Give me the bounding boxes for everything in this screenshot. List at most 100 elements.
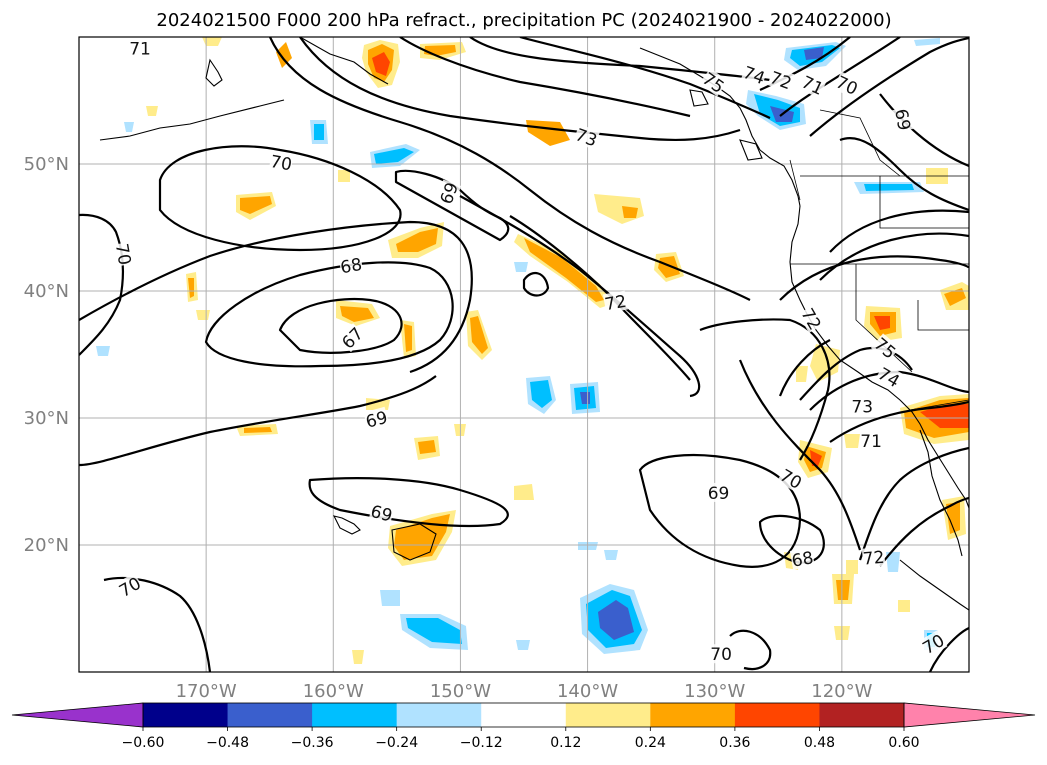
precip-patch: [658, 256, 680, 278]
contour-70-line: [738, 359, 862, 551]
precip-patch: [314, 124, 324, 140]
canada-border: [819, 109, 901, 177]
contour-label-text: 70: [710, 645, 732, 665]
contour-72-line: [268, 37, 751, 301]
canada-coast: [759, 149, 801, 207]
contour-71-line: [809, 37, 969, 137]
precip-patch: [598, 600, 634, 640]
colorbar-swatch: [481, 703, 567, 727]
contour-70-line: [729, 629, 772, 671]
contour-75-line: [469, 37, 771, 82]
colorbar-tick-label: 0.12: [550, 735, 581, 751]
contour-label-bg: [789, 547, 815, 570]
contour-label-bg: [776, 464, 806, 493]
precip-patch: [514, 262, 528, 272]
coastlines: [99, 37, 969, 611]
precip-patch: [530, 380, 552, 408]
contour-label-bg: [268, 150, 294, 174]
map-gridlines: [79, 37, 969, 672]
colorbar-extend-low: [11, 702, 144, 728]
contour-label: 70: [268, 150, 294, 175]
precip-patch: [516, 640, 530, 650]
map-frame: [78, 36, 970, 673]
contour-76-line: [519, 37, 771, 120]
precip-patch: [796, 366, 808, 382]
vancouver-island: [739, 139, 763, 161]
precip-patch: [470, 316, 488, 354]
longitude-label: 150°W: [430, 681, 491, 702]
contour-label-bg: [710, 644, 733, 664]
precip-patch: [124, 122, 134, 132]
contour-label: 69: [890, 106, 915, 132]
precip-patch: [944, 288, 966, 306]
contour-label-text: 73: [851, 398, 873, 418]
contour-label-text: 69: [708, 484, 730, 504]
colorbar-tick-label: 0.24: [635, 735, 666, 751]
contour-label-bg: [572, 124, 601, 150]
contour-label-bg: [337, 323, 367, 353]
contour-73-line: [299, 37, 741, 141]
baja-coast: [919, 429, 963, 557]
longitude-label: 160°W: [303, 681, 364, 702]
precip-patch: [836, 580, 850, 600]
contour-label-text: 71: [860, 432, 882, 452]
precip-patch: [380, 590, 400, 606]
colorbar-tick-label: 0.48: [804, 735, 835, 751]
alaska-coast: [205, 58, 223, 87]
contour-69-line: [879, 93, 969, 168]
contour-73-line: [809, 370, 969, 411]
precip-patch: [196, 310, 210, 320]
precip-patch: [886, 552, 900, 572]
contour-label: 71: [860, 430, 883, 452]
colorbar-tick-label: −0.12: [460, 735, 503, 751]
colorbar-swatch: [650, 703, 736, 727]
contour-label-text: 72: [603, 292, 628, 315]
contour-label-bg: [833, 71, 862, 99]
colorbar-swatch: [227, 703, 313, 727]
alaska-coast: [299, 37, 389, 85]
mexico-coast: [899, 559, 969, 611]
contour-label-bg: [861, 546, 886, 568]
contour-label-bg: [338, 253, 364, 277]
colorbar-swatch: [312, 703, 398, 727]
contour-label-text: 69: [890, 107, 913, 132]
longitude-label: 130°W: [684, 681, 745, 702]
precip-patch: [920, 404, 969, 428]
precip-patch: [340, 306, 374, 322]
aleutian-islands: [99, 99, 285, 141]
latitude-tick-labels: 50°N 40°N 30°N 20°N: [24, 154, 69, 556]
colorbar-swatch: [565, 703, 651, 727]
colorbar-tick-label: −0.48: [206, 735, 249, 751]
contour-71-line: [829, 400, 969, 443]
contour-72-line: [778, 339, 831, 397]
contour-label-bg: [851, 396, 874, 416]
contour-label-bg: [874, 363, 904, 391]
precip-patch: [874, 316, 890, 330]
contour-69-line: [308, 477, 509, 528]
contour-label-bg: [798, 304, 826, 333]
contour-70-line: [79, 220, 473, 374]
precip-patch: [352, 650, 364, 664]
contour-74-line: [399, 37, 691, 118]
precip-patch: [338, 170, 350, 182]
contour-73-line: [779, 255, 969, 301]
colorbar-tick-label: −0.24: [375, 735, 418, 751]
latitude-label: 50°N: [24, 154, 69, 175]
contour-71-line: [829, 209, 969, 253]
contour-70-line: [928, 626, 969, 672]
contour-label: 70: [111, 241, 136, 267]
contour-label-bg: [115, 572, 144, 601]
colorbar-tick-label: −0.36: [291, 735, 334, 751]
precip-patch: [864, 184, 914, 191]
contour-67-line: [278, 297, 403, 354]
contour-label-bg: [798, 71, 827, 99]
contour-label-bg: [435, 179, 462, 207]
longitude-label: 140°W: [557, 681, 618, 702]
colorbar: −0.60 −0.48 −0.36 −0.24 −0.12 0.12 0.24 0.36 0.4…: [11, 702, 1036, 751]
precip-patch: [804, 47, 824, 60]
contour-label-text: 68: [790, 548, 815, 571]
contour-70-line: [699, 318, 831, 461]
border-line: [789, 159, 801, 201]
longitude-label: 120°W: [811, 681, 872, 702]
contour-label-text: 68: [339, 255, 364, 278]
